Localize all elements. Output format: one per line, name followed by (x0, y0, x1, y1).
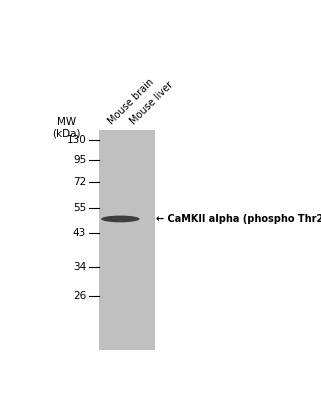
Ellipse shape (101, 216, 140, 222)
Text: 95: 95 (73, 156, 86, 166)
Text: Mouse liver: Mouse liver (129, 80, 176, 126)
Text: 26: 26 (73, 291, 86, 301)
Text: MW
(kDa): MW (kDa) (52, 117, 81, 139)
Text: 34: 34 (73, 262, 86, 272)
Text: 55: 55 (73, 203, 86, 213)
Text: 72: 72 (73, 177, 86, 187)
Text: 130: 130 (66, 135, 86, 146)
Text: ← CaMKII alpha (phospho Thr286): ← CaMKII alpha (phospho Thr286) (156, 214, 321, 224)
Text: Mouse brain: Mouse brain (107, 77, 156, 126)
Bar (99, 130, 155, 350)
Text: 43: 43 (73, 228, 86, 238)
